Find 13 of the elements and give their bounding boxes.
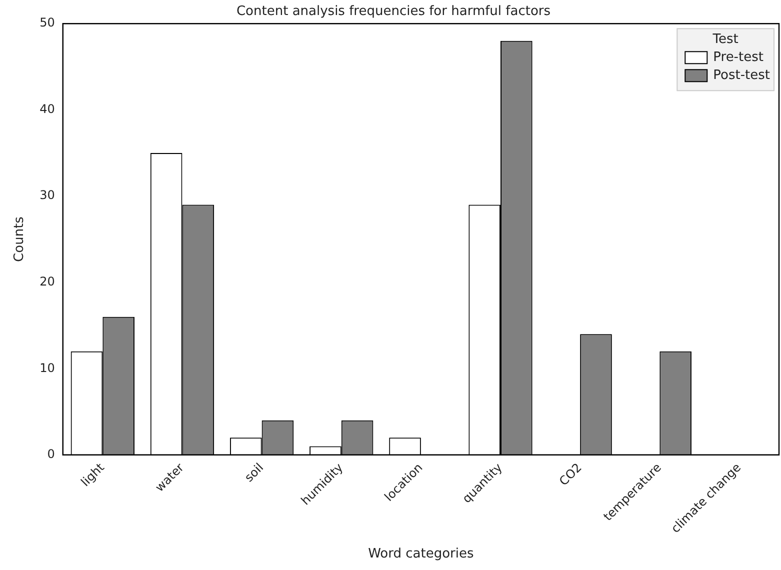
y-tick-label: 50 (40, 16, 55, 30)
legend-label: Post-test (713, 68, 770, 83)
y-axis-title: Counts (12, 216, 28, 262)
y-tick-label: 0 (47, 447, 55, 462)
chart-title: Content analysis frequencies for harmful factors (236, 4, 551, 20)
legend-label: Pre-test (713, 50, 764, 65)
y-tick-label: 40 (40, 102, 55, 116)
y-tick-label: 10 (40, 360, 55, 375)
x-tick-label: soil (242, 460, 266, 485)
x-axis-title: Word categories (368, 546, 474, 562)
legend-title: Test (712, 32, 738, 47)
y-tick-label: 30 (40, 188, 55, 202)
y-tick-label: 20 (40, 274, 55, 289)
